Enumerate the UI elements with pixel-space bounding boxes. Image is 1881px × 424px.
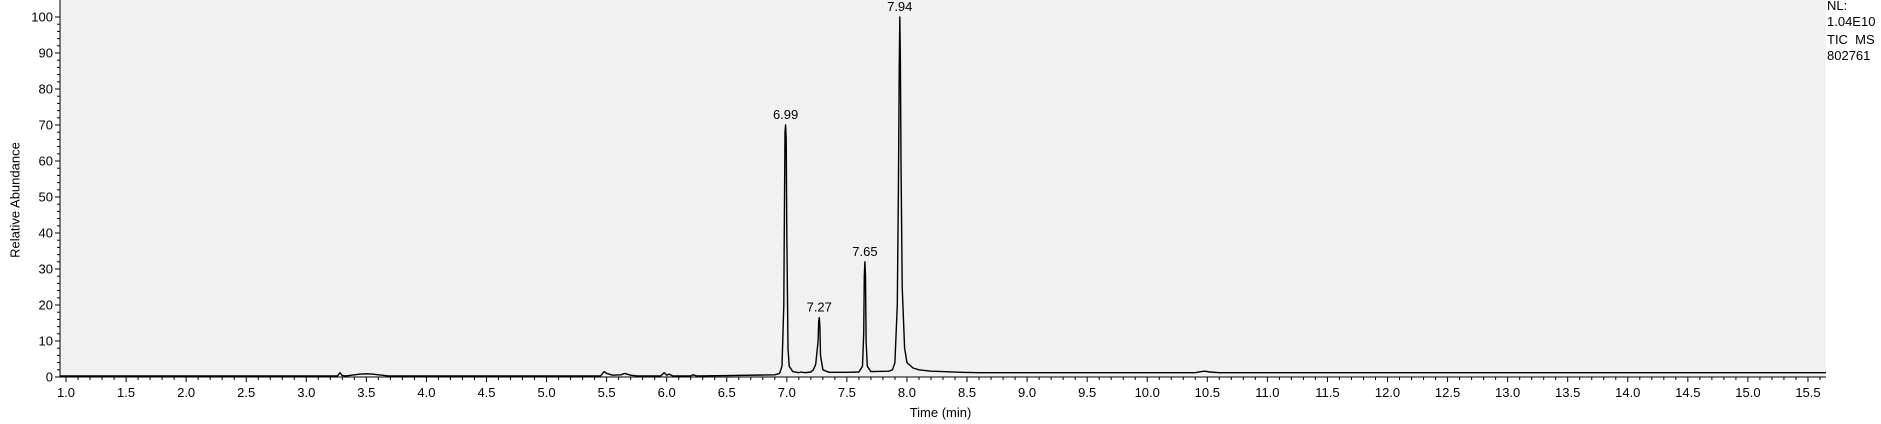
y-tick-label: 90	[39, 46, 53, 61]
x-tick-label: 6.0	[658, 385, 676, 400]
y-axis-title: Relative Abundance	[7, 142, 23, 258]
plot-area	[60, 0, 1826, 377]
x-tick-label: 15.5	[1795, 385, 1820, 400]
y-tick-label: 100	[31, 10, 53, 25]
x-tick-label: 8.5	[958, 385, 976, 400]
x-tick-label: 11.5	[1315, 385, 1339, 400]
peak-label: 7.65	[852, 244, 877, 259]
peak-label: 7.94	[887, 0, 912, 14]
peak-label: 7.27	[807, 300, 832, 315]
x-tick-label: 2.0	[177, 385, 195, 400]
x-tick-label: 10.5	[1195, 385, 1220, 400]
series-layer	[60, 16, 1826, 377]
y-axis: 0 10 20 30 40 50 60 70 80 90 100	[31, 0, 61, 385]
nl-value: 1.04E10	[1827, 14, 1876, 29]
x-tick-label: 15.0	[1735, 385, 1760, 400]
x-tick-label: 5.0	[538, 385, 556, 400]
peak-labels: 6.99 7.27 7.65 7.94	[773, 0, 912, 315]
x-tick-label: 9.0	[1018, 385, 1036, 400]
x-tick-label: 2.5	[237, 385, 255, 400]
x-tick-label: 3.5	[357, 385, 375, 400]
x-tick-label: 1.5	[117, 385, 135, 400]
y-tick-label: 40	[39, 226, 53, 241]
x-tick-label: 9.5	[1078, 385, 1096, 400]
y-tick-label: 10	[39, 334, 53, 349]
x-tick-label: 14.5	[1675, 385, 1700, 400]
y-tick-label: 80	[39, 82, 53, 97]
x-tick-label: 14.0	[1615, 385, 1640, 400]
y-tick-label: 0	[46, 370, 53, 385]
y-tick-label: 30	[39, 262, 53, 277]
x-axis: 1.0 1.5 2.0 2.5 3.0 3.5 4.0 4.5 5.0 5.5 6.0 6.5 7.0 7…	[57, 376, 1826, 400]
x-tick-label: 13.0	[1495, 385, 1520, 400]
y-tick-label: 20	[39, 298, 53, 313]
x-tick-label: 3.0	[297, 385, 315, 400]
nl-label: NL:	[1827, 0, 1848, 13]
x-axis-title: Time (min)	[909, 405, 972, 420]
x-tick-label: 12.0	[1375, 385, 1400, 400]
y-tick-label: 50	[39, 190, 53, 205]
scan-filter-label: TIC MS	[1827, 32, 1875, 47]
scan-filter-value: 802761	[1827, 48, 1871, 63]
x-tick-label: 7.5	[838, 385, 856, 400]
x-tick-label: 4.0	[417, 385, 435, 400]
x-tick-label: 4.5	[477, 385, 495, 400]
x-tick-label: 8.0	[898, 385, 916, 400]
y-tick-label: 70	[39, 118, 53, 133]
x-tick-label: 6.5	[718, 385, 736, 400]
y-tick-label: 60	[39, 154, 53, 169]
x-tick-label: 10.0	[1135, 385, 1160, 400]
x-tick-label: 11.0	[1255, 385, 1279, 400]
x-tick-label: 1.0	[57, 385, 75, 400]
tic-trace	[60, 16, 1826, 377]
x-tick-label: 5.5	[598, 385, 616, 400]
x-tick-label: 12.5	[1435, 385, 1460, 400]
x-tick-label: 13.5	[1555, 385, 1580, 400]
peak-label: 6.99	[773, 107, 798, 122]
x-tick-label: 7.0	[778, 385, 796, 400]
